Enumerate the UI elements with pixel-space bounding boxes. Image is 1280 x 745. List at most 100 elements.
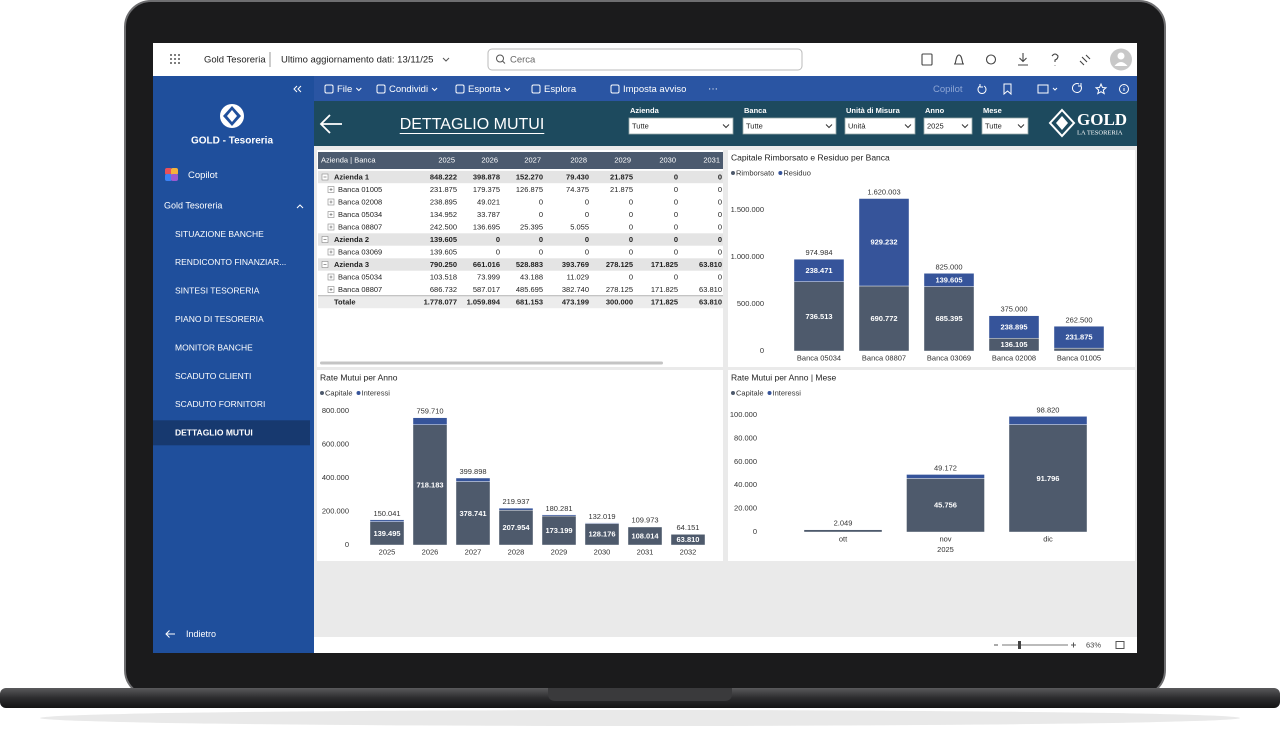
zoom-thumb[interactable] — [1018, 641, 1021, 649]
column-header[interactable]: 2026 — [481, 155, 498, 164]
bell-icon[interactable] — [954, 54, 964, 65]
bar-segment[interactable] — [541, 514, 577, 517]
table-scrollbar[interactable] — [320, 361, 663, 365]
app-name[interactable]: Gold Tesoreria — [204, 55, 266, 66]
nav-item[interactable]: PIANO DI TESORERIA — [175, 314, 264, 324]
view-chevron[interactable] — [1052, 87, 1058, 91]
search-box[interactable] — [487, 48, 803, 71]
bar-segment[interactable] — [498, 509, 534, 546]
app-launcher[interactable] — [170, 54, 180, 64]
nav-item[interactable]: SCADUTO FORNITORI — [175, 399, 265, 409]
bar-segment[interactable] — [1008, 416, 1088, 425]
legend-label[interactable]: Capitale — [325, 388, 353, 397]
column-header[interactable]: 2028 — [570, 155, 587, 164]
legend-label[interactable]: Interessi — [773, 388, 802, 397]
table-cell: 49.021 — [477, 197, 500, 206]
bar-segment[interactable] — [455, 477, 491, 482]
view-icon[interactable] — [1037, 84, 1049, 94]
bar-segment[interactable] — [858, 198, 910, 287]
bar-segment[interactable] — [793, 259, 845, 282]
y-tick-label: 40.000 — [734, 480, 757, 489]
more-menu[interactable]: ··· — [708, 84, 718, 95]
toolbar-item[interactable]: Esporta — [468, 84, 501, 95]
filter-value[interactable]: Unità — [848, 121, 866, 130]
bar-segment[interactable] — [541, 515, 577, 546]
sidebar-copilot[interactable]: Copilot — [188, 170, 218, 181]
legend-label[interactable]: Rimborsato — [736, 168, 774, 177]
column-header[interactable]: 2027 — [524, 155, 541, 164]
bar-segment[interactable] — [498, 507, 534, 511]
search-placeholder[interactable]: Cerca — [510, 55, 536, 66]
nav-item[interactable]: SCADUTO CLIENTI — [175, 371, 251, 381]
bar-segment[interactable] — [906, 478, 985, 533]
child-row-label: Banca 02008 — [338, 197, 382, 206]
data-label: 136.105 — [1000, 340, 1027, 349]
refresh-icon[interactable] — [1072, 83, 1082, 93]
column-header[interactable]: 2029 — [614, 155, 631, 164]
filter-value[interactable]: Tutte — [985, 121, 1002, 130]
legend-label[interactable]: Capitale — [736, 388, 764, 397]
section-chevron[interactable] — [296, 204, 304, 209]
filter-dropdown[interactable] — [844, 117, 916, 135]
bar-segment[interactable] — [412, 417, 448, 425]
fit-page[interactable] — [1115, 641, 1125, 649]
share-icon[interactable] — [1079, 54, 1091, 66]
collapse-icon[interactable] — [293, 85, 302, 93]
toolbar-item[interactable]: Esplora — [544, 84, 577, 95]
filter-value[interactable]: Tutte — [746, 121, 763, 130]
bar-segment[interactable] — [455, 481, 491, 546]
pane-icon[interactable] — [921, 53, 933, 66]
back-arrow[interactable] — [319, 114, 342, 134]
bar-segment[interactable] — [793, 281, 845, 352]
bar-segment[interactable] — [1053, 326, 1105, 349]
toolbar-item[interactable]: Imposta avviso — [623, 84, 686, 95]
bar-segment[interactable] — [369, 519, 405, 522]
bar-segment[interactable] — [923, 273, 975, 287]
undo-icon[interactable] — [977, 84, 987, 94]
bar-segment[interactable] — [584, 522, 620, 524]
bar-segment[interactable] — [858, 285, 910, 352]
bar-segment[interactable] — [1053, 347, 1105, 352]
legend-label[interactable]: Interessi — [362, 388, 391, 397]
table-cell: 0 — [718, 210, 722, 219]
filter-dropdown[interactable] — [628, 117, 734, 135]
nav-item[interactable]: DETTAGLIO MUTUI — [175, 428, 253, 438]
bar-segment[interactable] — [1008, 424, 1088, 533]
toolbar-icon — [376, 84, 386, 94]
y-tick-label: 400.000 — [322, 473, 349, 482]
download-icon[interactable] — [1018, 53, 1028, 66]
bar-segment[interactable] — [906, 474, 985, 479]
column-header[interactable]: 2030 — [659, 155, 676, 164]
toolbar-item[interactable]: Condividi — [389, 84, 428, 95]
toolbar-item[interactable]: File — [337, 84, 352, 95]
bar-segment[interactable] — [988, 315, 1040, 339]
bookmark-icon[interactable] — [1003, 83, 1012, 96]
sidebar-section[interactable]: Gold Tesoreria — [164, 200, 222, 210]
column-header[interactable]: 2031 — [703, 155, 720, 164]
favorite-icon[interactable] — [1094, 82, 1108, 95]
filter-dropdown[interactable] — [742, 117, 837, 135]
filter-dropdown[interactable] — [981, 117, 1029, 135]
last-update[interactable]: Ultimo aggiornamento dati: 13/11/25 — [281, 55, 433, 66]
toolbar-copilot[interactable]: Copilot — [933, 84, 963, 95]
bar-segment[interactable] — [923, 286, 975, 352]
column-header[interactable]: Azienda | Banca — [321, 155, 376, 164]
nav-item[interactable]: SITUAZIONE BANCHE — [175, 229, 264, 239]
info-icon[interactable] — [1119, 84, 1129, 94]
filter-dropdown[interactable] — [923, 117, 973, 135]
bar-segment[interactable] — [412, 424, 448, 546]
nav-item[interactable]: MONITOR BANCHE — [175, 342, 253, 352]
bar-segment[interactable] — [803, 529, 883, 533]
help-icon[interactable] — [1051, 53, 1059, 66]
settings-icon[interactable] — [985, 54, 997, 65]
zoom-in[interactable] — [1071, 642, 1076, 648]
total-label: 98.820 — [1037, 405, 1060, 414]
back-link[interactable]: Indietro — [186, 629, 216, 639]
column-header[interactable]: 2025 — [438, 155, 455, 164]
filter-value[interactable]: 2025 — [927, 121, 944, 130]
legend-label[interactable]: Residuo — [783, 168, 811, 177]
legend-marker — [320, 391, 324, 395]
nav-item[interactable]: RENDICONTO FINANZIAR... — [175, 257, 286, 267]
nav-item[interactable]: SINTESI TESORERIA — [175, 286, 260, 296]
filter-value[interactable]: Tutte — [632, 121, 649, 130]
